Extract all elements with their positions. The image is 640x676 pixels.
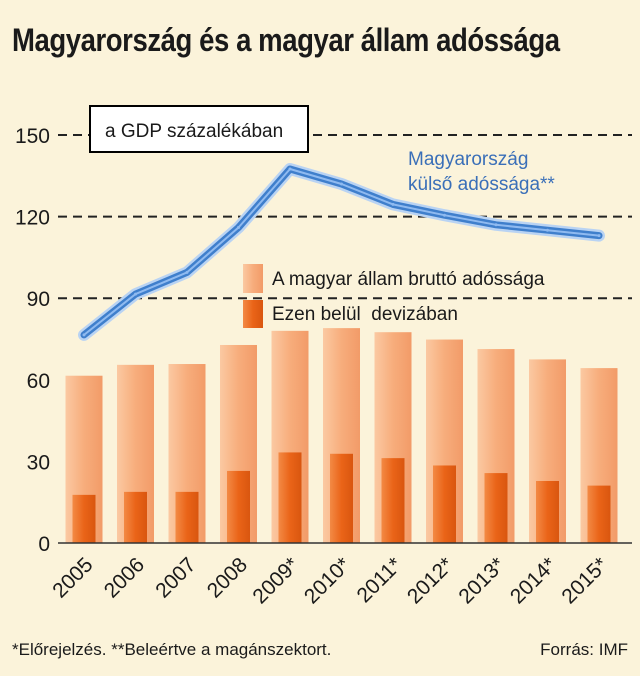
external-debt-point-2007 xyxy=(185,270,189,274)
legend-swatch-foreign-currency xyxy=(243,300,263,328)
external-debt-point-2010* xyxy=(340,182,343,186)
bar-foreign-currency-2008 xyxy=(227,470,250,543)
external-debt-point-2014* xyxy=(546,228,549,232)
x-tick-label-2006: 2006 xyxy=(100,553,149,602)
x-tick-label-2010*: 2010* xyxy=(300,553,355,608)
y-tick-label-150: 150 xyxy=(15,125,50,148)
external-debt-point-2006 xyxy=(134,292,137,296)
bar-foreign-currency-2006 xyxy=(124,491,147,543)
y-tick-label-60: 60 xyxy=(27,370,50,393)
x-tick-label-2014*: 2014* xyxy=(506,553,561,608)
y-tick-label-30: 30 xyxy=(27,451,50,474)
x-tick-label-2012*: 2012* xyxy=(403,553,458,608)
bar-foreign-currency-2014* xyxy=(536,480,559,543)
y-tick-label-120: 120 xyxy=(15,207,50,230)
external-debt-point-2011* xyxy=(391,202,395,206)
bar-foreign-currency-2007 xyxy=(175,491,199,543)
y-tick-label-0: 0 xyxy=(38,533,50,556)
x-tick-label-2007: 2007 xyxy=(151,553,200,602)
bar-foreign-currency-2005 xyxy=(72,494,96,543)
chart-title: Magyarország és a magyar állam adóssága xyxy=(12,22,560,58)
bar-foreign-currency-2011* xyxy=(381,458,405,543)
bar-foreign-currency-2009* xyxy=(278,452,302,543)
x-tick-label-2005: 2005 xyxy=(48,553,97,602)
line-series-label-2: külső adóssága** xyxy=(408,174,555,195)
line-series-label-1: Magyarország xyxy=(408,149,528,170)
footnote: *Előrejelzés. **Beleértve a magánszektor… xyxy=(12,640,332,659)
legend-label-foreign-currency: Ezen belül devizában xyxy=(272,304,458,325)
unit-label-box xyxy=(89,105,309,153)
x-tick-label-2013*: 2013* xyxy=(454,553,509,608)
x-tick-label-2011*: 2011* xyxy=(353,553,407,607)
x-tick-label-2015*: 2015* xyxy=(557,553,612,608)
external-debt-point-2009* xyxy=(288,167,292,171)
external-debt-point-2008 xyxy=(237,225,240,229)
external-debt-point-2013* xyxy=(494,223,498,227)
external-debt-point-2015* xyxy=(597,234,601,238)
bar-foreign-currency-2015* xyxy=(587,485,611,543)
source-note: Forrás: IMF xyxy=(540,640,628,659)
external-debt-point-2012* xyxy=(443,213,446,217)
external-debt-point-2005 xyxy=(82,333,86,337)
legend-swatch-gross-debt xyxy=(243,264,263,293)
bar-foreign-currency-2013* xyxy=(484,473,508,543)
x-tick-label-2009*: 2009* xyxy=(248,553,303,608)
bar-foreign-currency-2012* xyxy=(433,465,456,543)
legend-label-gross-debt: A magyar állam bruttó adóssága xyxy=(272,269,545,290)
x-tick-label-2008: 2008 xyxy=(203,553,252,602)
bar-foreign-currency-2010* xyxy=(330,453,353,543)
y-tick-label-90: 90 xyxy=(27,288,50,311)
unit-label: a GDP százalékában xyxy=(105,121,283,142)
